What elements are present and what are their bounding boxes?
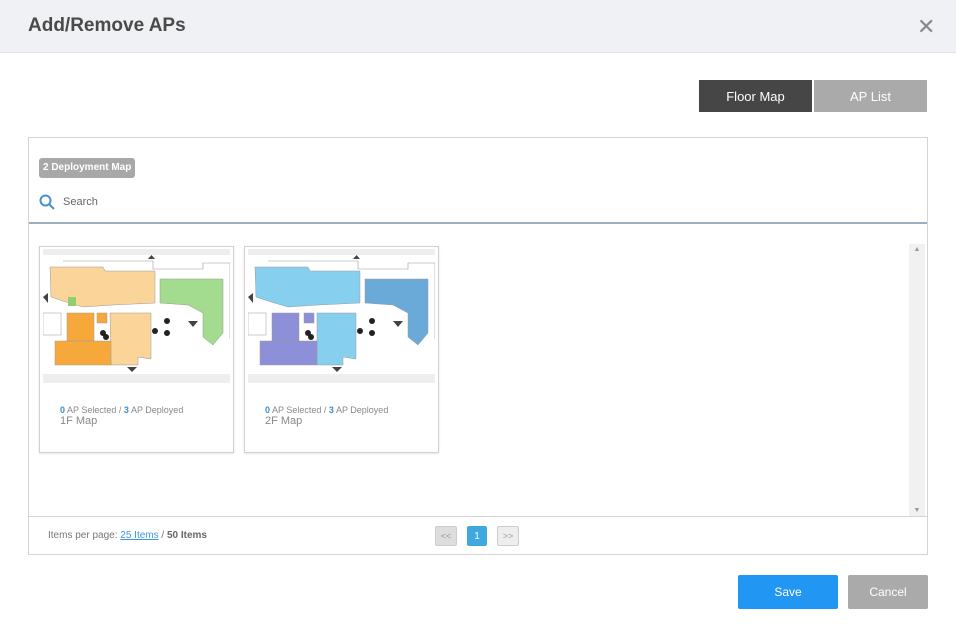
map-name: 2F Map bbox=[265, 415, 303, 427]
items-per-page-select[interactable]: 25 Items bbox=[120, 530, 159, 541]
map-card-1f[interactable]: 0 AP Selected / 3 AP Deployed 1F Map bbox=[39, 246, 234, 453]
floor-plan-2f-thumbnail bbox=[248, 249, 435, 383]
cancel-button[interactable]: Cancel bbox=[848, 575, 928, 609]
ap-count: 0 AP Selected / 3 AP Deployed bbox=[60, 405, 184, 415]
deployment-count-badge: 2 Deployment Map bbox=[39, 158, 136, 178]
search-placeholder: Search bbox=[63, 196, 98, 208]
scroll-down-icon[interactable]: ▼ bbox=[913, 507, 921, 514]
items-per-page: Items per page: 25 Items / 50 Items bbox=[48, 530, 207, 541]
divider bbox=[29, 222, 927, 224]
pagination-footer: Items per page: 25 Items / 50 Items << 1… bbox=[29, 516, 927, 554]
page-1-button[interactable]: 1 bbox=[467, 526, 487, 546]
map-grid: 0 AP Selected / 3 AP Deployed 1F Map 0 A… bbox=[29, 240, 909, 516]
floor-plan-1f-thumbnail bbox=[43, 249, 230, 383]
ap-list-tab[interactable]: AP List bbox=[814, 80, 927, 112]
search-input[interactable]: Search bbox=[39, 194, 98, 210]
total-items: 50 Items bbox=[166, 530, 207, 541]
map-panel: 2 Deployment Map Search 0 AP Selected / … bbox=[28, 137, 928, 555]
map-card-2f[interactable]: 0 AP Selected / 3 AP Deployed 2F Map bbox=[244, 246, 439, 453]
scroll-up-icon[interactable]: ▲ bbox=[913, 246, 921, 253]
close-icon[interactable]: ✕ bbox=[917, 14, 936, 39]
ap-count: 0 AP Selected / 3 AP Deployed bbox=[265, 405, 389, 415]
dialog-header: Add/Remove APs ✕ bbox=[0, 0, 956, 53]
save-button[interactable]: Save bbox=[738, 575, 838, 609]
map-name: 1F Map bbox=[60, 415, 98, 427]
vertical-scrollbar[interactable]: ▲ ▼ bbox=[909, 244, 925, 516]
dialog-title: Add/Remove APs bbox=[28, 15, 186, 36]
next-page-button[interactable]: >> bbox=[497, 526, 519, 546]
floor-map-tab[interactable]: Floor Map bbox=[699, 80, 812, 112]
prev-page-button[interactable]: << bbox=[435, 526, 457, 546]
search-icon bbox=[39, 194, 55, 210]
